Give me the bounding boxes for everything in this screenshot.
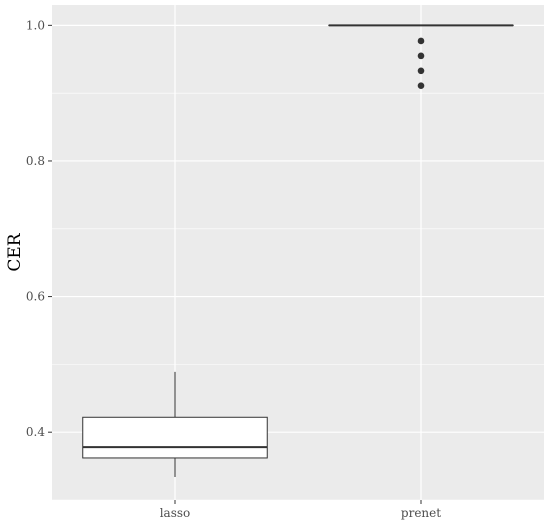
- outlier-point: [417, 82, 425, 89]
- box-lasso: [82, 371, 268, 477]
- box-layer: [82, 24, 514, 477]
- y-axis-title: CER: [5, 232, 25, 271]
- y-axis: 0.4 0.6 0.8 1.0: [26, 18, 52, 439]
- y-tick-label: 0.4: [26, 425, 45, 439]
- x-tick-label: prenet: [401, 506, 441, 520]
- minor-gridlines: [52, 92, 544, 501]
- box-prenet: [328, 24, 514, 89]
- x-axis: lasso prenet: [160, 500, 441, 520]
- x-tick-label: lasso: [160, 506, 191, 520]
- y-tick-label: 0.6: [26, 290, 45, 304]
- outlier-point: [417, 37, 425, 45]
- y-tick-label: 1.0: [26, 18, 45, 32]
- y-tick-label: 0.8: [26, 154, 45, 168]
- outlier-point: [417, 52, 425, 60]
- box-body: [82, 416, 268, 459]
- outlier-point: [417, 67, 425, 75]
